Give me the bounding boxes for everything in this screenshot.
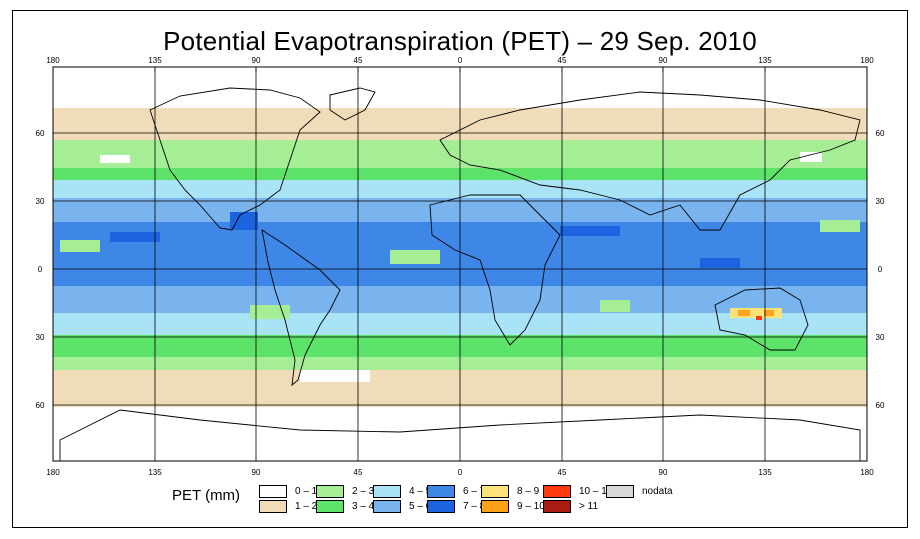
- lon-label-bottom: 180: [860, 468, 874, 477]
- legend-swatch: [481, 500, 509, 513]
- legend-label: 7 – 8: [463, 501, 486, 512]
- lon-label-bottom: 135: [148, 468, 162, 477]
- lat-label-right: 60: [876, 129, 885, 138]
- lon-label-top: 90: [252, 56, 261, 65]
- legend-swatch: [373, 485, 401, 498]
- tick-marks: [52, 67, 868, 72]
- lat-label-left: 60: [36, 401, 45, 410]
- lat-label-right: 30: [876, 333, 885, 342]
- legend-label: nodata: [642, 486, 673, 497]
- lat-label-left: 30: [36, 197, 45, 206]
- legend-item: 8 – 9: [481, 485, 539, 498]
- lon-label-top: 90: [659, 56, 668, 65]
- lat-label-right: 30: [876, 197, 885, 206]
- legend-label: 10 – 11: [579, 486, 612, 497]
- lon-label-bottom: 180: [46, 468, 60, 477]
- page-title: Potential Evapotranspiration (PET) – 29 …: [163, 26, 757, 56]
- legend-label: 4 – 5: [409, 486, 432, 497]
- lon-label-top: 135: [148, 56, 162, 65]
- lon-label-top: 0: [458, 56, 463, 65]
- lat-label-left: 30: [36, 333, 45, 342]
- legend-swatch: [606, 485, 634, 498]
- lon-label-bottom: 90: [659, 468, 668, 477]
- legend-swatch: [427, 485, 455, 498]
- legend-item: 0 – 1: [259, 485, 317, 498]
- lon-label-top: 45: [354, 56, 363, 65]
- lon-label-bottom: 45: [558, 468, 567, 477]
- legend-label: 0 – 1: [295, 486, 318, 497]
- lon-label-bottom: 45: [354, 468, 363, 477]
- legend-label: 3 – 4: [352, 501, 375, 512]
- legend-item: 7 – 8: [427, 500, 485, 513]
- legend-label: 9 – 10: [517, 501, 545, 512]
- lat-label-left: 0: [38, 265, 43, 274]
- legend-label: 2 – 3: [352, 486, 375, 497]
- lat-label-right: 60: [876, 401, 885, 410]
- figure-frame: [12, 10, 908, 528]
- legend-swatch: [316, 485, 344, 498]
- legend-item: 6 – 7: [427, 485, 485, 498]
- legend-item: 4 – 5: [373, 485, 431, 498]
- pet-patches-0-1: [100, 152, 822, 382]
- legend-label: 6 – 7: [463, 486, 486, 497]
- legend-swatch: [373, 500, 401, 513]
- legend-swatch: [543, 485, 571, 498]
- legend-swatch: [481, 485, 509, 498]
- graticule: [53, 67, 867, 461]
- lat-label-left: 60: [36, 129, 45, 138]
- legend-label: 1 – 2: [295, 501, 318, 512]
- legend-item: 10 – 11: [543, 485, 612, 498]
- pet-patches-7-8: [110, 212, 740, 268]
- coastlines: [59, 87, 861, 461]
- lon-label-top: 180: [46, 56, 60, 65]
- legend-label: 5 – 6: [409, 501, 432, 512]
- lon-label-top: 45: [558, 56, 567, 65]
- legend-item: 2 – 3: [316, 485, 374, 498]
- lon-label-bottom: 90: [252, 468, 261, 477]
- legend-swatch: [259, 500, 287, 513]
- legend-swatch: [259, 485, 287, 498]
- legend-item: > 11: [543, 500, 598, 513]
- lon-label-bottom: 0: [458, 468, 463, 477]
- legend-label: 8 – 9: [517, 486, 540, 497]
- legend-item: nodata: [606, 485, 673, 498]
- legend-title: PET (mm): [172, 487, 241, 504]
- legend-item: 5 – 6: [373, 500, 431, 513]
- legend-swatch: [427, 500, 455, 513]
- legend-swatch: [543, 500, 571, 513]
- legend-item: 1 – 2: [259, 500, 317, 513]
- legend-label: > 11: [579, 501, 598, 512]
- lon-label-bottom: 135: [758, 468, 772, 477]
- lat-label-right: 0: [878, 265, 883, 274]
- legend-swatch: [316, 500, 344, 513]
- pet-patches-australia: [730, 308, 782, 320]
- lon-label-top: 180: [860, 56, 874, 65]
- legend-item: 3 – 4: [316, 500, 374, 513]
- pet-patches-2-3: [60, 220, 860, 319]
- legend-item: 9 – 10: [481, 500, 545, 513]
- lon-label-top: 135: [758, 56, 772, 65]
